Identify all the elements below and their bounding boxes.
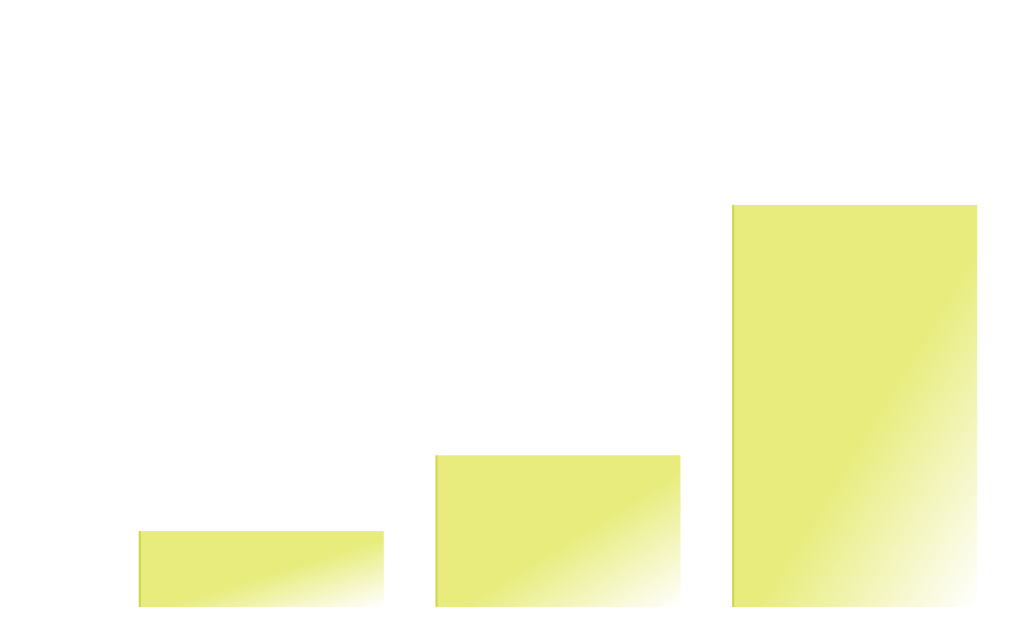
bar-1-edge xyxy=(138,531,141,607)
bar-3-edge xyxy=(732,204,735,607)
bar-2 xyxy=(435,455,681,608)
bar-1 xyxy=(138,531,384,607)
plot-area xyxy=(138,204,978,608)
bar-2-edge xyxy=(435,455,438,608)
bar-3 xyxy=(732,204,978,607)
